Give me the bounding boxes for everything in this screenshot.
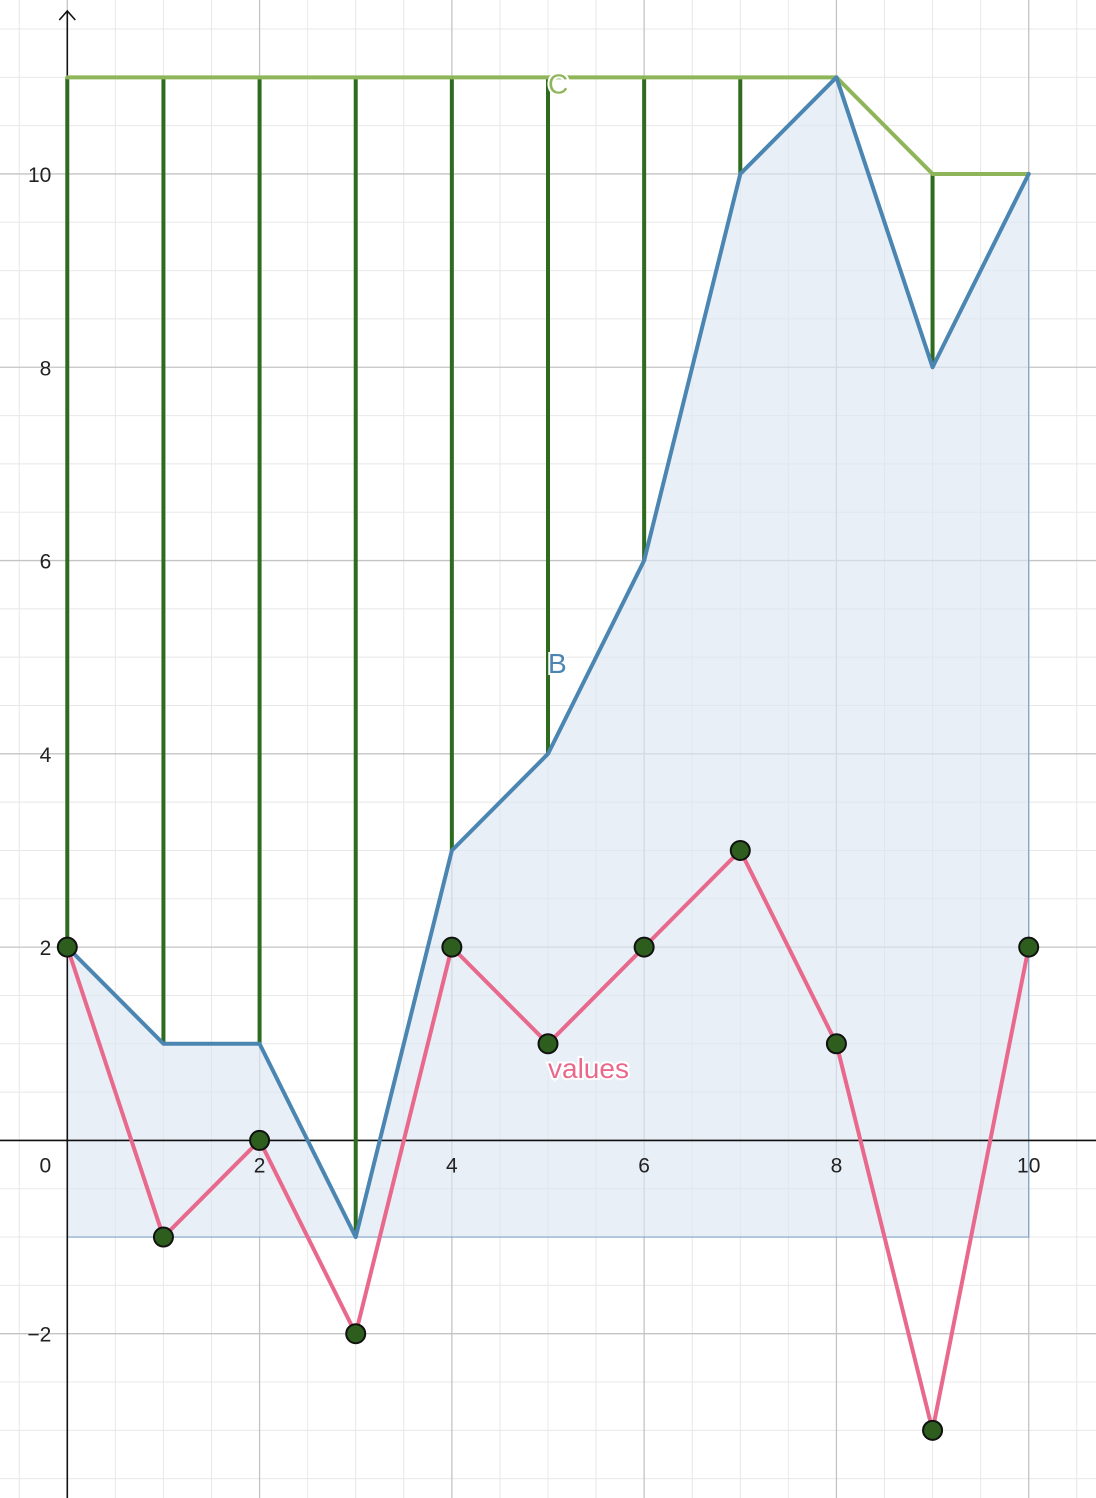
data-point [922,1419,944,1441]
tick-labels: 0 2 4 6 8 10 −2 2 4 6 8 10 [27,164,1040,1347]
series-label-values: values [548,1053,629,1084]
data-point [345,1323,367,1345]
y-tick-label: −2 [27,1324,51,1347]
data-point [441,936,463,958]
data-point [729,839,751,861]
data-point [56,936,78,958]
y-axis-arrow-icon [58,9,76,21]
x-tick-label: 2 [254,1154,266,1177]
series-label-b: B [548,648,567,679]
series-label-c: C [548,68,568,99]
y-tick-label: 8 [40,357,52,380]
x-tick-label: 8 [831,1154,843,1177]
data-point [825,1033,847,1055]
drop-lines [65,77,935,1238]
y-tick-label: 6 [40,551,52,574]
y-tick-label: 4 [40,744,52,767]
x-tick-label: 6 [638,1154,650,1177]
y-tick-label: 2 [40,937,52,960]
series-line-c [65,75,1031,176]
x-tick-label: 10 [1017,1154,1040,1177]
x-tick-label: 4 [446,1154,458,1177]
data-point [249,1129,271,1151]
data-point [152,1226,174,1248]
series-labels: values B C [546,66,631,1085]
data-point [1018,936,1040,958]
data-point [537,1033,559,1055]
values-points [56,839,1040,1441]
series-line-b [65,75,1031,1240]
y-tick-label: 10 [28,164,51,187]
data-point [633,936,655,958]
x-tick-label: 0 [39,1154,51,1177]
